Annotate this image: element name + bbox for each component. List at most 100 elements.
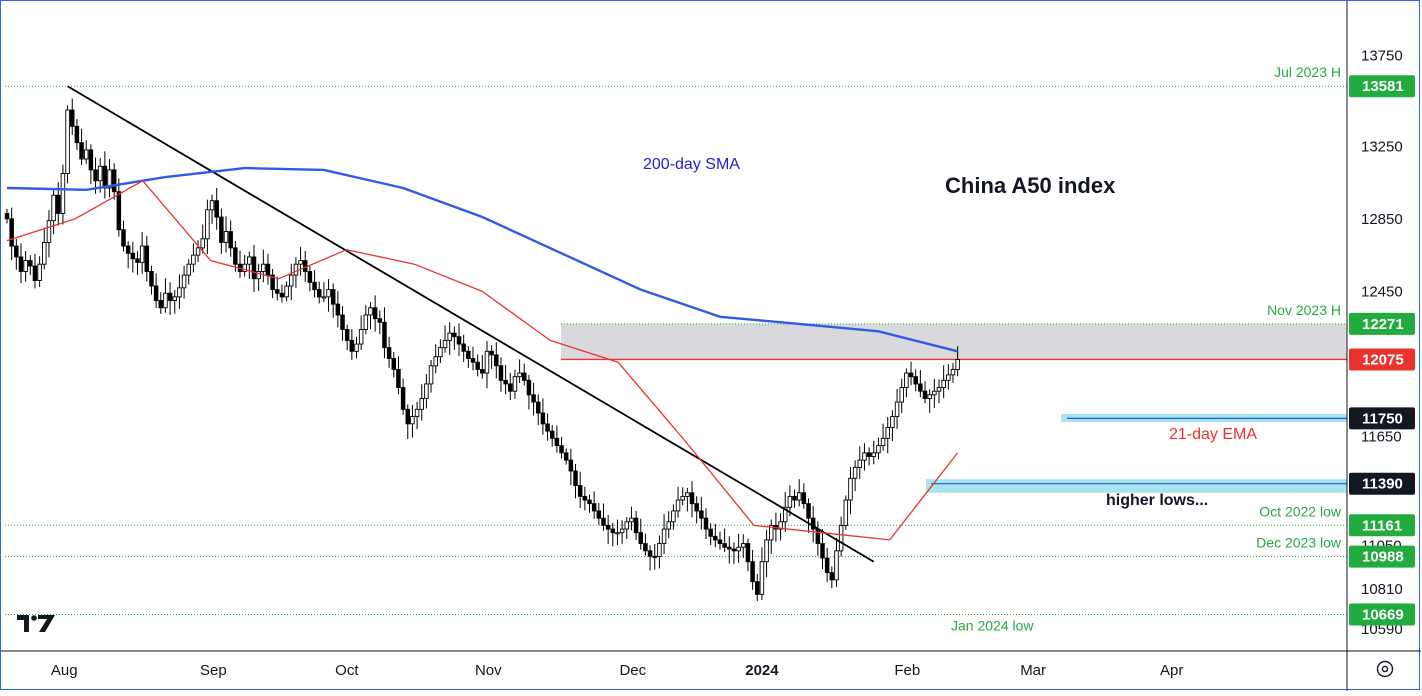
candle[interactable] bbox=[862, 443, 867, 471]
candle[interactable] bbox=[591, 491, 597, 519]
candle[interactable] bbox=[116, 178, 122, 237]
candle[interactable] bbox=[130, 241, 136, 273]
candle[interactable] bbox=[727, 536, 732, 564]
candle[interactable] bbox=[927, 389, 932, 413]
candle[interactable] bbox=[298, 246, 303, 276]
candle[interactable] bbox=[424, 373, 429, 409]
candle[interactable] bbox=[820, 529, 825, 569]
candle[interactable] bbox=[629, 506, 634, 531]
candle[interactable] bbox=[330, 283, 336, 318]
candle[interactable] bbox=[391, 352, 397, 378]
candle[interactable] bbox=[181, 265, 187, 299]
candle[interactable] bbox=[643, 533, 648, 556]
candle[interactable] bbox=[661, 514, 667, 555]
candle[interactable] bbox=[741, 534, 746, 558]
candle[interactable] bbox=[23, 250, 28, 282]
candle[interactable] bbox=[223, 216, 229, 253]
candle[interactable] bbox=[209, 194, 215, 224]
candle[interactable] bbox=[349, 328, 355, 360]
time-axis[interactable]: Aug Sep Oct Nov Dec 2024 Feb Mar Apr bbox=[1, 650, 1421, 679]
candle[interactable] bbox=[503, 365, 508, 395]
candle[interactable] bbox=[186, 259, 191, 285]
candle[interactable] bbox=[941, 365, 946, 399]
candle[interactable] bbox=[498, 357, 504, 392]
candle[interactable] bbox=[428, 359, 434, 393]
price-level-badge[interactable]: 12075 bbox=[1349, 348, 1415, 371]
candle[interactable] bbox=[549, 424, 555, 447]
candle[interactable] bbox=[358, 315, 364, 351]
candle[interactable] bbox=[624, 517, 630, 539]
candle[interactable] bbox=[526, 375, 532, 410]
candle[interactable] bbox=[736, 533, 741, 563]
candle[interactable] bbox=[214, 188, 219, 230]
candle[interactable] bbox=[946, 364, 951, 390]
candle[interactable] bbox=[871, 440, 877, 465]
candle[interactable] bbox=[321, 282, 327, 303]
candle[interactable] bbox=[801, 483, 807, 509]
candle[interactable] bbox=[386, 336, 392, 368]
candle[interactable] bbox=[848, 467, 853, 515]
candle[interactable] bbox=[265, 253, 271, 285]
candle[interactable] bbox=[4, 208, 10, 224]
candle[interactable] bbox=[689, 481, 695, 518]
candle[interactable] bbox=[936, 379, 942, 403]
candle[interactable] bbox=[316, 281, 322, 304]
candle[interactable] bbox=[344, 324, 350, 351]
candle[interactable] bbox=[177, 274, 182, 309]
candle[interactable] bbox=[456, 323, 462, 356]
candle[interactable] bbox=[466, 346, 471, 368]
candle[interactable] bbox=[638, 518, 644, 550]
candle[interactable] bbox=[153, 273, 159, 308]
candle[interactable] bbox=[824, 547, 830, 583]
candle[interactable] bbox=[838, 516, 844, 557]
candle[interactable] bbox=[619, 520, 625, 544]
candle[interactable] bbox=[377, 310, 383, 335]
candle[interactable] bbox=[247, 251, 252, 279]
candle[interactable] bbox=[121, 220, 126, 252]
candle[interactable] bbox=[778, 513, 783, 541]
candle[interactable] bbox=[755, 574, 760, 602]
candle[interactable] bbox=[135, 251, 140, 275]
candle[interactable] bbox=[261, 249, 266, 283]
candle[interactable] bbox=[522, 363, 527, 386]
candle[interactable] bbox=[452, 326, 457, 351]
candle[interactable] bbox=[372, 295, 378, 332]
candle[interactable] bbox=[932, 378, 937, 408]
candle[interactable] bbox=[764, 529, 769, 577]
candle[interactable] bbox=[890, 410, 895, 442]
candle[interactable] bbox=[237, 250, 243, 278]
candle[interactable] bbox=[400, 378, 406, 415]
candle[interactable] bbox=[904, 368, 909, 398]
candle[interactable] bbox=[32, 253, 38, 289]
candle[interactable] bbox=[270, 268, 275, 298]
candle[interactable] bbox=[685, 487, 690, 512]
candle[interactable] bbox=[573, 463, 578, 499]
candle[interactable] bbox=[894, 389, 900, 429]
candle[interactable] bbox=[843, 495, 849, 530]
candle[interactable] bbox=[806, 498, 811, 533]
candle[interactable] bbox=[866, 447, 872, 466]
candle[interactable] bbox=[340, 306, 345, 341]
candle[interactable] bbox=[633, 510, 639, 540]
candle[interactable] bbox=[442, 325, 448, 353]
candle[interactable] bbox=[9, 207, 14, 261]
candle[interactable] bbox=[880, 423, 886, 451]
candle[interactable] bbox=[242, 254, 247, 277]
candle[interactable] bbox=[745, 538, 751, 572]
candle[interactable] bbox=[14, 238, 19, 270]
candle[interactable] bbox=[279, 284, 285, 303]
candle[interactable] bbox=[768, 519, 774, 554]
candle[interactable] bbox=[610, 522, 616, 547]
candle[interactable] bbox=[717, 531, 723, 550]
candle[interactable] bbox=[256, 263, 261, 291]
candle[interactable] bbox=[307, 266, 313, 292]
tradingview-logo-icon[interactable] bbox=[17, 615, 55, 632]
candle[interactable] bbox=[796, 479, 802, 507]
candle[interactable] bbox=[200, 224, 205, 254]
candle[interactable] bbox=[908, 361, 914, 386]
candle[interactable] bbox=[289, 263, 294, 301]
candle[interactable] bbox=[852, 460, 858, 492]
candle[interactable] bbox=[605, 514, 611, 544]
candle[interactable] bbox=[312, 270, 317, 298]
